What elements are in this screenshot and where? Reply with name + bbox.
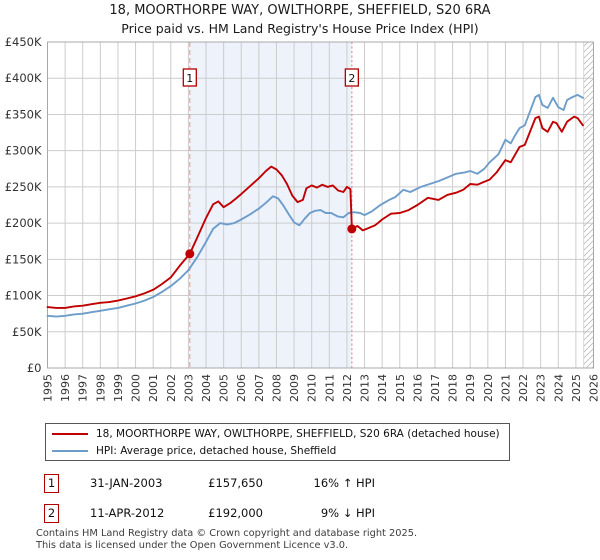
- svg-text:2007: 2007: [253, 374, 266, 402]
- svg-text:2010: 2010: [306, 374, 319, 402]
- svg-text:2000: 2000: [130, 374, 143, 402]
- svg-text:2: 2: [348, 72, 355, 85]
- svg-text:2003: 2003: [182, 374, 195, 402]
- footer-license-line1: Contains HM Land Registry data © Crown c…: [36, 528, 418, 539]
- svg-text:2011: 2011: [323, 374, 336, 402]
- svg-text:2015: 2015: [394, 374, 407, 402]
- svg-text:2026: 2026: [588, 374, 600, 402]
- property-line-icon: [52, 432, 88, 435]
- svg-text:2016: 2016: [411, 374, 424, 402]
- svg-text:2024: 2024: [552, 374, 565, 402]
- svg-text:£200K: £200K: [5, 216, 42, 230]
- svg-text:2019: 2019: [464, 374, 477, 402]
- svg-text:£0: £0: [27, 361, 42, 375]
- svg-text:2025: 2025: [570, 374, 583, 402]
- license-footer: Contains HM Land Registry data © Crown c…: [36, 528, 596, 551]
- svg-text:2006: 2006: [235, 374, 248, 402]
- sale-marker-1: 1: [44, 474, 59, 493]
- sale-2-price: £192,000: [208, 506, 263, 520]
- chart-title: 18, MOORTHORPE WAY, OWLTHORPE, SHEFFIELD…: [109, 3, 491, 18]
- hpi-line-icon: [52, 449, 88, 452]
- svg-text:1997: 1997: [77, 374, 90, 402]
- svg-text:£150K: £150K: [5, 252, 42, 266]
- legend-item-hpi: HPI: Average price, detached house, Shef…: [52, 444, 503, 458]
- svg-text:2008: 2008: [270, 374, 283, 402]
- svg-text:£450K: £450K: [5, 35, 42, 49]
- price-chart-plot: 1 2 £450K £400K £350K £300K £250K £200K £150K £10…: [5, 35, 600, 402]
- svg-text:2001: 2001: [147, 374, 160, 402]
- svg-text:2017: 2017: [429, 374, 442, 402]
- chart-subtitle: Price paid vs. HM Land Registry's House …: [121, 21, 479, 36]
- sale-1-date: 31-JAN-2003: [90, 476, 163, 490]
- legend-item-property: 18, MOORTHORPE WAY, OWLTHORPE, SHEFFIELD…: [52, 427, 503, 441]
- legend-label-hpi: HPI: Average price, detached house, Shef…: [96, 444, 337, 457]
- footer-license-line2: This data is licensed under the Open Gov…: [36, 539, 349, 551]
- svg-text:1995: 1995: [42, 374, 55, 402]
- sale-1-price: £157,650: [208, 476, 263, 490]
- sale-row-1: 1 31-JAN-2003 £157,650 16% ↑ HPI: [0, 474, 600, 496]
- svg-text:1998: 1998: [94, 374, 107, 402]
- svg-text:1999: 1999: [112, 374, 125, 402]
- svg-text:2018: 2018: [447, 374, 460, 402]
- svg-text:2020: 2020: [482, 374, 495, 402]
- svg-text:2009: 2009: [288, 374, 301, 402]
- svg-text:2021: 2021: [499, 374, 512, 402]
- legend-label-property: 18, MOORTHORPE WAY, OWLTHORPE, SHEFFIELD…: [96, 427, 500, 440]
- svg-text:2014: 2014: [376, 374, 389, 402]
- svg-text:2012: 2012: [341, 374, 354, 402]
- svg-text:2013: 2013: [359, 374, 372, 402]
- svg-text:2022: 2022: [517, 374, 530, 402]
- svg-text:£50K: £50K: [12, 325, 42, 339]
- svg-text:£100K: £100K: [5, 289, 42, 303]
- svg-text:£400K: £400K: [5, 71, 42, 85]
- sale-2-vs-hpi: 9% ↓ HPI: [320, 506, 375, 520]
- svg-text:2004: 2004: [200, 374, 213, 402]
- svg-text:2005: 2005: [218, 374, 231, 402]
- sale-row-2: 2 11-APR-2012 £192,000 9% ↓ HPI: [0, 504, 600, 526]
- svg-text:2023: 2023: [535, 374, 548, 402]
- sale-2-date: 11-APR-2012: [90, 506, 165, 520]
- svg-text:£350K: £350K: [5, 107, 42, 121]
- svg-text:1996: 1996: [59, 374, 72, 402]
- svg-text:£250K: £250K: [5, 180, 42, 194]
- svg-text:£300K: £300K: [5, 144, 42, 158]
- svg-text:2002: 2002: [165, 374, 178, 402]
- legend: 18, MOORTHORPE WAY, OWLTHORPE, SHEFFIELD…: [45, 423, 510, 461]
- sale-1-vs-hpi: 16% ↑ HPI: [313, 476, 375, 490]
- sale-marker-2: 2: [44, 504, 59, 523]
- svg-text:1: 1: [186, 72, 193, 85]
